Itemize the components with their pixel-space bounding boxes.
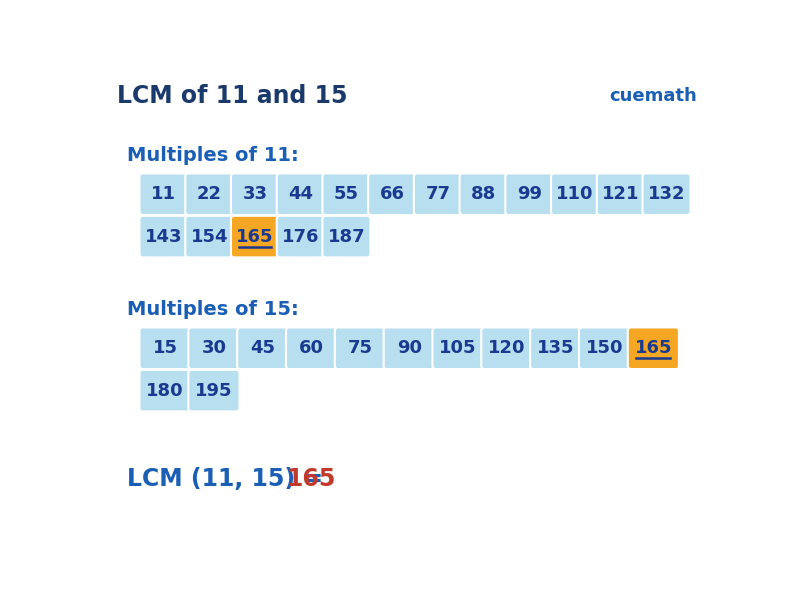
- FancyBboxPatch shape: [139, 327, 190, 369]
- FancyBboxPatch shape: [597, 173, 645, 215]
- FancyBboxPatch shape: [322, 216, 370, 258]
- Text: 99: 99: [517, 185, 542, 203]
- FancyBboxPatch shape: [231, 173, 279, 215]
- FancyBboxPatch shape: [384, 327, 435, 369]
- FancyBboxPatch shape: [186, 173, 234, 215]
- FancyBboxPatch shape: [139, 216, 187, 258]
- Text: 165: 165: [236, 227, 274, 246]
- FancyBboxPatch shape: [322, 173, 370, 215]
- FancyBboxPatch shape: [628, 327, 679, 369]
- Text: 143: 143: [145, 227, 182, 246]
- Text: 77: 77: [426, 185, 450, 203]
- FancyBboxPatch shape: [286, 327, 337, 369]
- FancyBboxPatch shape: [139, 173, 187, 215]
- FancyBboxPatch shape: [277, 216, 325, 258]
- Text: 165: 165: [634, 339, 672, 357]
- Text: 195: 195: [195, 382, 233, 400]
- FancyBboxPatch shape: [530, 327, 582, 369]
- FancyBboxPatch shape: [579, 327, 630, 369]
- Text: 154: 154: [190, 227, 228, 246]
- FancyBboxPatch shape: [231, 216, 279, 258]
- Text: 75: 75: [348, 339, 373, 357]
- Text: 176: 176: [282, 227, 319, 246]
- FancyBboxPatch shape: [482, 327, 533, 369]
- FancyBboxPatch shape: [139, 370, 190, 411]
- Text: 66: 66: [380, 185, 405, 203]
- Text: 150: 150: [586, 339, 623, 357]
- Text: 45: 45: [250, 339, 275, 357]
- FancyBboxPatch shape: [188, 327, 239, 369]
- FancyBboxPatch shape: [506, 173, 554, 215]
- Text: 15: 15: [153, 339, 178, 357]
- FancyBboxPatch shape: [414, 173, 462, 215]
- Text: 88: 88: [471, 185, 496, 203]
- Text: 165: 165: [286, 467, 335, 491]
- FancyBboxPatch shape: [551, 173, 599, 215]
- Text: Multiples of 15:: Multiples of 15:: [127, 300, 299, 319]
- Text: 11: 11: [151, 185, 176, 203]
- Text: 187: 187: [328, 227, 366, 246]
- FancyBboxPatch shape: [459, 173, 508, 215]
- Text: 120: 120: [488, 339, 526, 357]
- Text: 55: 55: [334, 185, 359, 203]
- FancyBboxPatch shape: [277, 173, 325, 215]
- FancyBboxPatch shape: [433, 327, 484, 369]
- Text: Multiples of 11:: Multiples of 11:: [127, 146, 299, 165]
- Text: 110: 110: [556, 185, 594, 203]
- Text: 180: 180: [146, 382, 184, 400]
- Text: LCM of 11 and 15: LCM of 11 and 15: [117, 83, 347, 108]
- Text: 132: 132: [648, 185, 686, 203]
- FancyBboxPatch shape: [642, 173, 690, 215]
- FancyBboxPatch shape: [335, 327, 386, 369]
- Text: LCM (11, 15) =: LCM (11, 15) =: [127, 467, 331, 491]
- Text: 60: 60: [299, 339, 324, 357]
- Text: 121: 121: [602, 185, 639, 203]
- Text: 22: 22: [197, 185, 222, 203]
- FancyBboxPatch shape: [237, 327, 288, 369]
- FancyBboxPatch shape: [368, 173, 416, 215]
- Text: 135: 135: [537, 339, 574, 357]
- Text: 33: 33: [242, 185, 267, 203]
- Text: 105: 105: [439, 339, 477, 357]
- Text: 90: 90: [397, 339, 422, 357]
- FancyBboxPatch shape: [188, 370, 239, 411]
- Text: cuemath: cuemath: [609, 86, 697, 105]
- Text: 30: 30: [202, 339, 226, 357]
- Text: 44: 44: [288, 185, 314, 203]
- FancyBboxPatch shape: [186, 216, 234, 258]
